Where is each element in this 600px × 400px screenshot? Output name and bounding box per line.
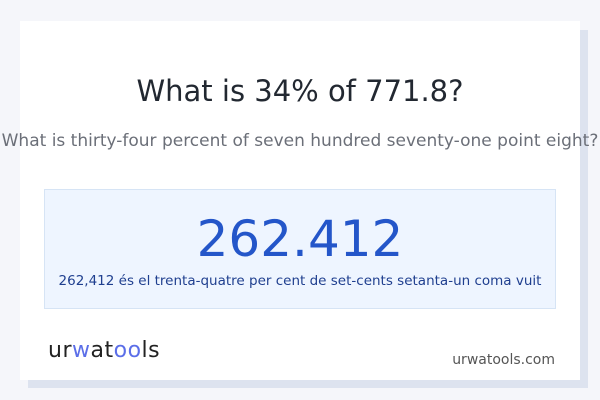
- answer-value: 262.412: [196, 210, 404, 268]
- site-link[interactable]: urwatools.com: [452, 352, 555, 368]
- answer-box: [44, 189, 556, 309]
- urwatools-logo[interactable]: urwatools: [48, 338, 161, 363]
- question-words: What is thirty-four percent of seven hun…: [1, 131, 599, 151]
- question-title: What is 34% of 771.8?: [136, 74, 464, 108]
- answer-words: 262,412 és el trenta-quatre per cent de …: [58, 273, 542, 289]
